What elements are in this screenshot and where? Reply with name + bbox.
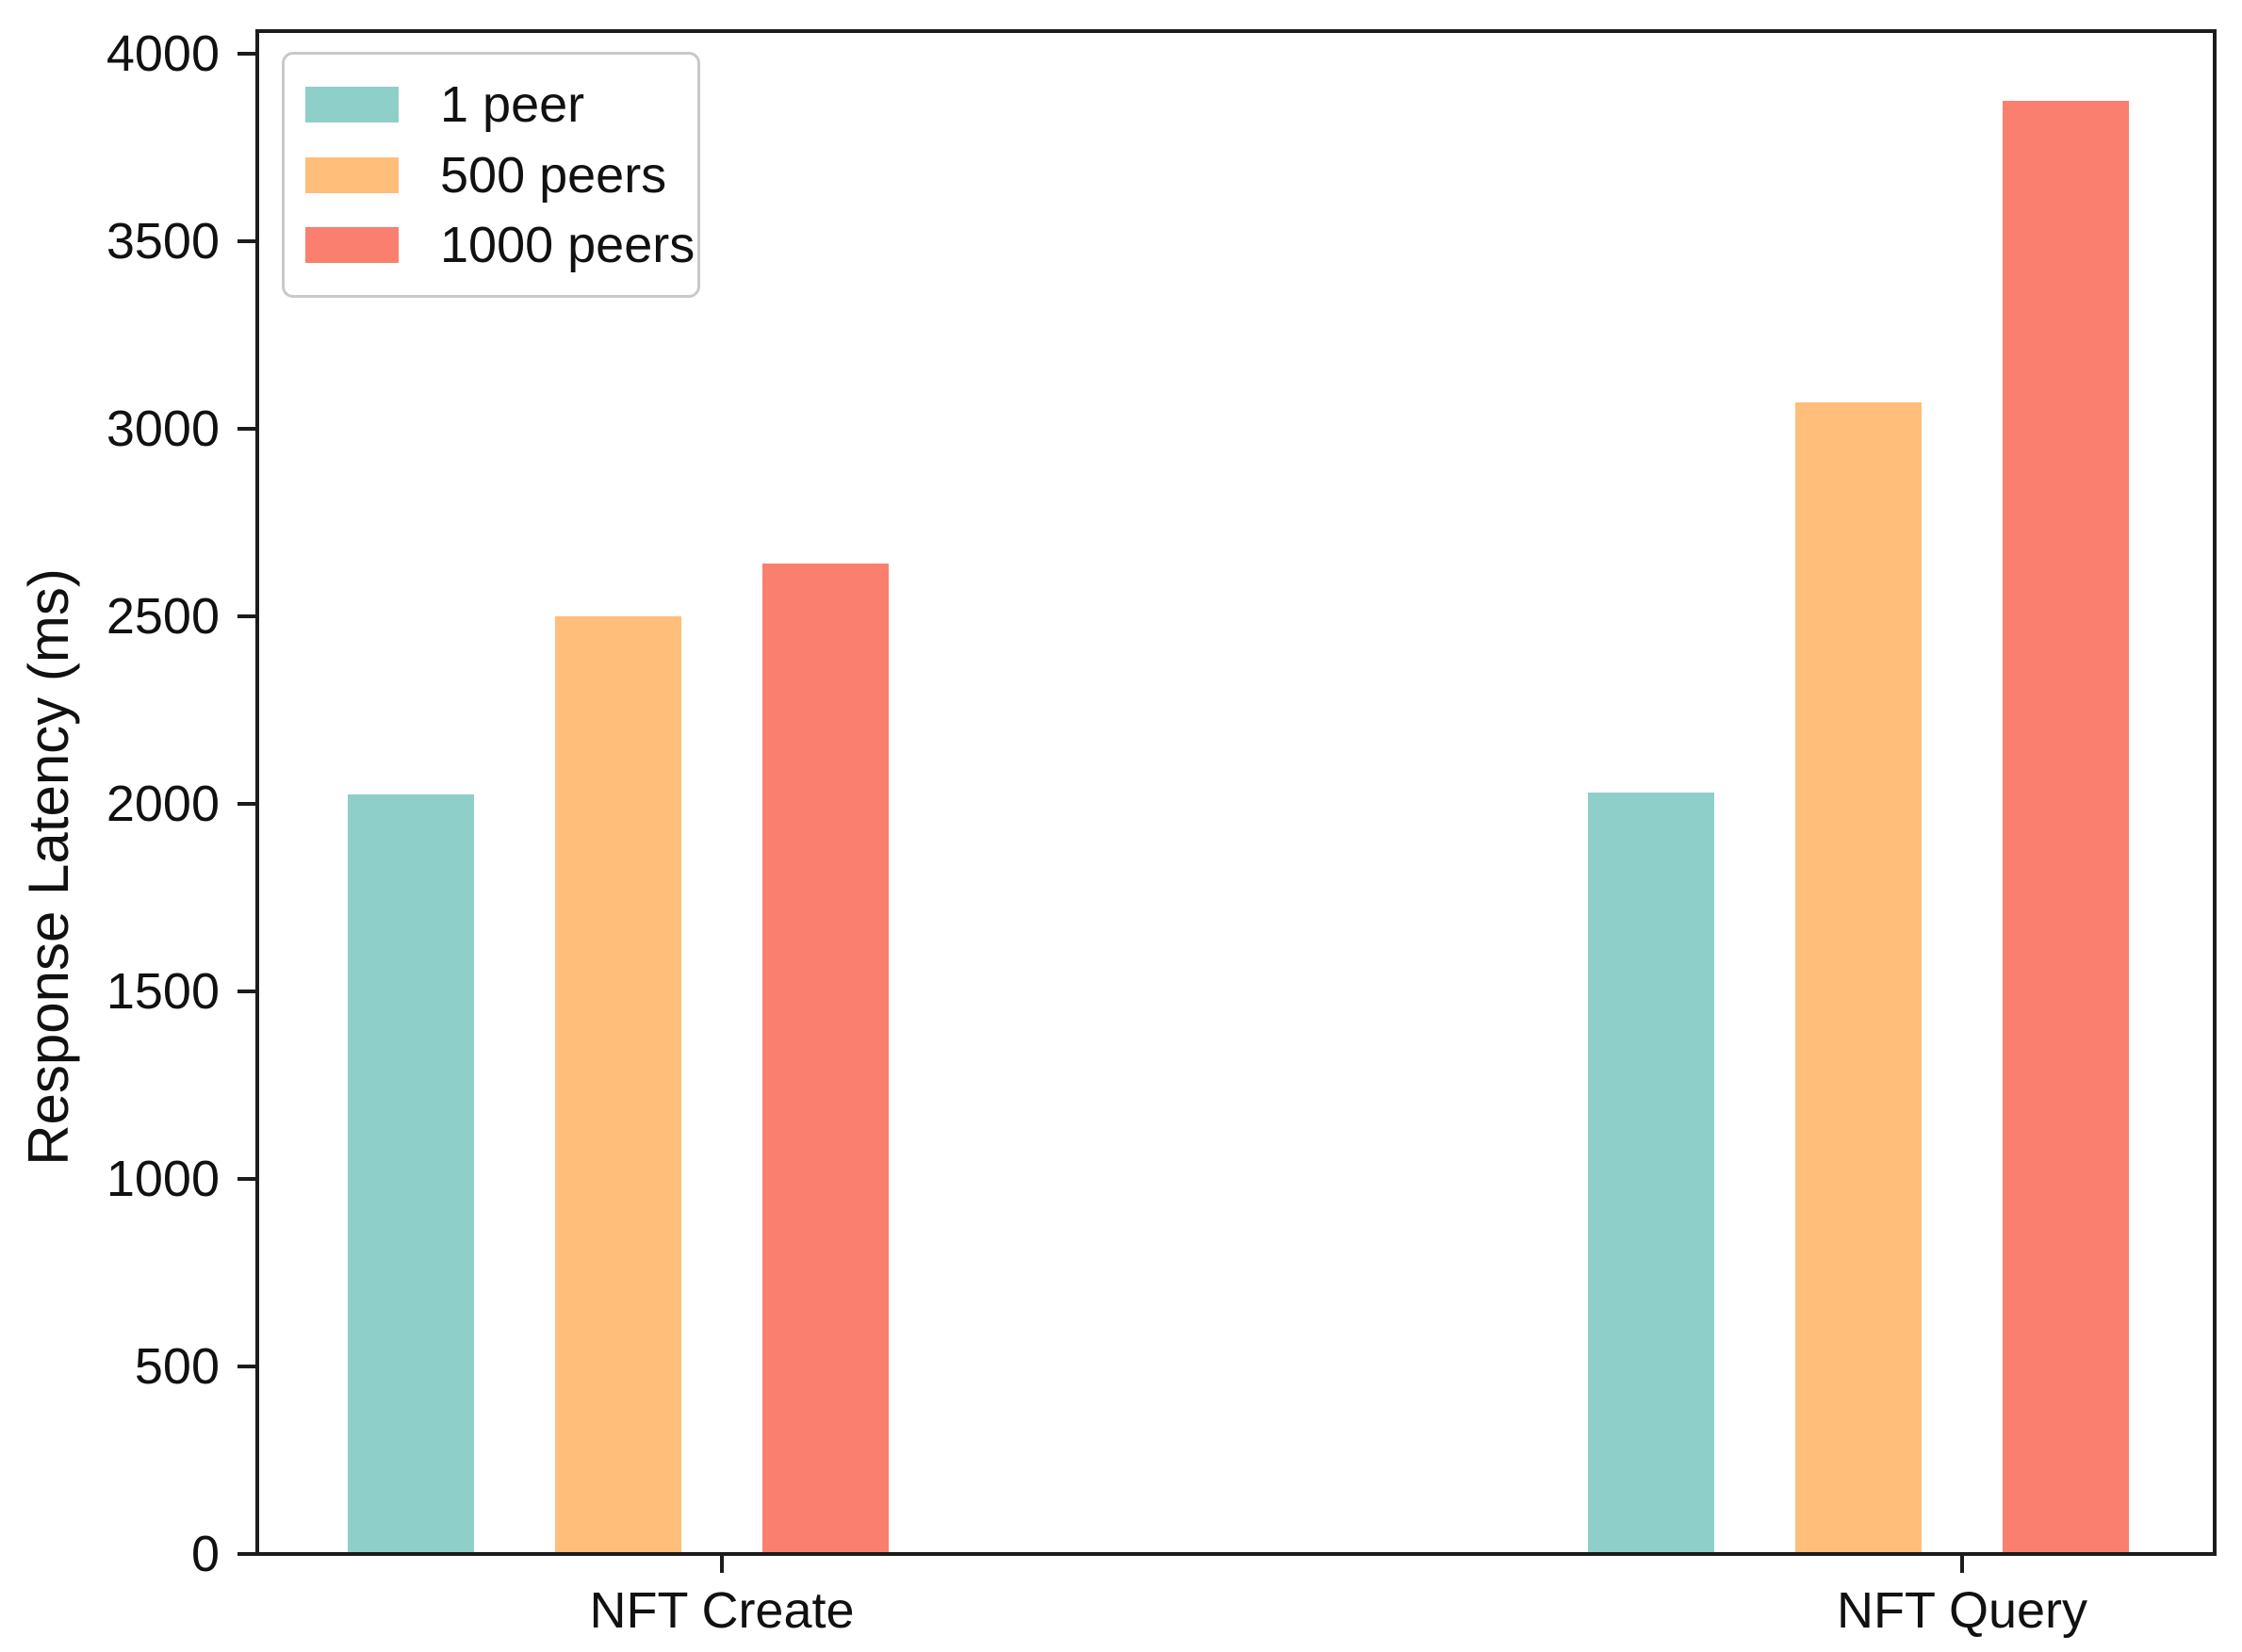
- bar-nft-query-1-peer: [1588, 793, 1714, 1552]
- legend-swatch-1000-peers: [305, 226, 399, 263]
- y-tick-mark-3000: [237, 427, 255, 431]
- bar-nft-query-1000-peers: [2003, 100, 2129, 1552]
- x-tick-mark-nft-create: [720, 1556, 724, 1573]
- bar-nft-create-1-peer: [348, 794, 474, 1552]
- x-tick-label-nft-create: NFT Create: [589, 1582, 855, 1639]
- legend: 1 peer 500 peers 1000 peers: [282, 52, 700, 298]
- x-tick-mark-nft-query: [1960, 1556, 1964, 1573]
- x-tick-label-nft-query: NFT Query: [1836, 1582, 2088, 1639]
- y-axis-label: Response Latency (ms): [17, 568, 80, 1166]
- y-tick-label-0: 0: [190, 1526, 220, 1582]
- y-tick-mark-3500: [237, 239, 255, 243]
- y-tick-mark-0: [237, 1552, 255, 1556]
- bar-nft-create-500-peers: [555, 616, 681, 1552]
- bar-nft-query-500-peers: [1795, 402, 1922, 1552]
- bar-nft-create-1000-peers: [762, 564, 889, 1552]
- y-tick-mark-1000: [237, 1177, 255, 1181]
- legend-entry-1000-peers: 1000 peers: [305, 220, 697, 270]
- legend-label-1000-peers: 1000 peers: [440, 216, 696, 273]
- legend-swatch-1-peer: [305, 87, 399, 123]
- y-tick-label-2000: 2000: [106, 776, 220, 832]
- y-tick-label-2500: 2500: [106, 588, 220, 645]
- y-tick-label-3500: 3500: [106, 213, 220, 270]
- y-tick-label-1000: 1000: [106, 1151, 220, 1207]
- legend-label-500-peers: 500 peers: [440, 146, 667, 204]
- y-tick-mark-1500: [237, 990, 255, 993]
- y-tick-mark-4000: [237, 52, 255, 56]
- plot-area: [255, 29, 2217, 1556]
- y-tick-label-4000: 4000: [106, 25, 220, 82]
- legend-entry-1-peer: 1 peer: [305, 79, 697, 130]
- y-tick-label-3000: 3000: [106, 401, 220, 457]
- y-tick-mark-500: [237, 1365, 255, 1368]
- y-tick-mark-2000: [237, 802, 255, 806]
- y-tick-mark-2500: [237, 614, 255, 618]
- y-tick-label-1500: 1500: [106, 963, 220, 1020]
- legend-swatch-500-peers: [305, 156, 399, 193]
- legend-entry-500-peers: 500 peers: [305, 150, 697, 201]
- y-tick-label-500: 500: [134, 1338, 220, 1395]
- legend-label-1-peer: 1 peer: [440, 76, 585, 134]
